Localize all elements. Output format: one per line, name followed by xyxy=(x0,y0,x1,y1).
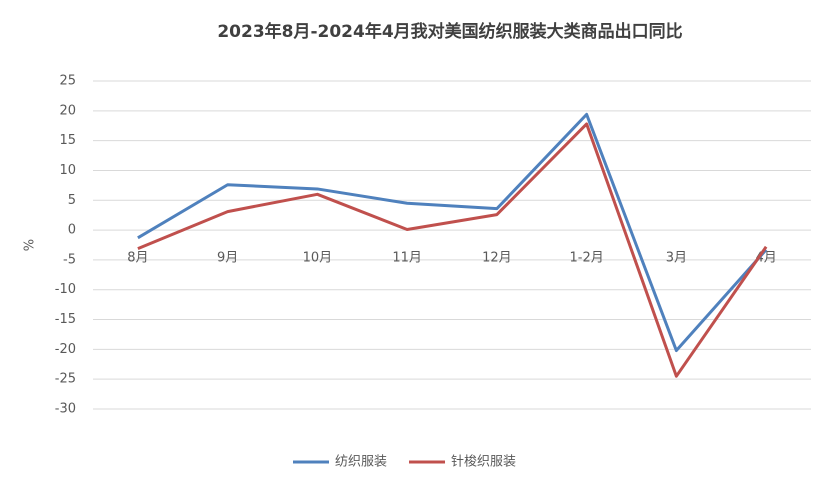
chart-title: 2023年8月-2024年4月我对美国纺织服装大类商品出口同比 xyxy=(217,21,682,42)
data-line xyxy=(137,122,768,378)
x-tick-label: 1-2月 xyxy=(570,251,604,266)
x-tick-label: 9月 xyxy=(217,251,238,266)
y-tick-label: 0 xyxy=(68,223,76,238)
y-tick-label: 20 xyxy=(59,103,76,118)
y-tick-label: -10 xyxy=(55,282,76,297)
y-tick-label: -15 xyxy=(55,312,76,327)
y-tick-label: -30 xyxy=(55,402,76,417)
x-tick-label: 8月 xyxy=(127,251,148,266)
x-tick-label: 12月 xyxy=(482,251,512,266)
y-tick-label: -25 xyxy=(55,372,76,387)
y-tick-label: 25 xyxy=(59,74,76,89)
x-tick-label: 3月 xyxy=(666,251,687,266)
legend-label: 纺织服装 xyxy=(335,455,387,470)
x-tick-label: 11月 xyxy=(392,251,422,266)
y-axis-label: % xyxy=(23,239,38,251)
y-tick-label: 10 xyxy=(59,163,76,178)
data-line xyxy=(137,112,768,353)
y-tick-label: 5 xyxy=(68,193,76,208)
y-tick-label: -5 xyxy=(63,252,76,267)
x-tick-label: 10月 xyxy=(303,251,333,266)
y-tick-label: -20 xyxy=(55,342,76,357)
legend-label: 针梭织服装 xyxy=(451,454,516,470)
y-tick-label: 15 xyxy=(59,133,76,148)
